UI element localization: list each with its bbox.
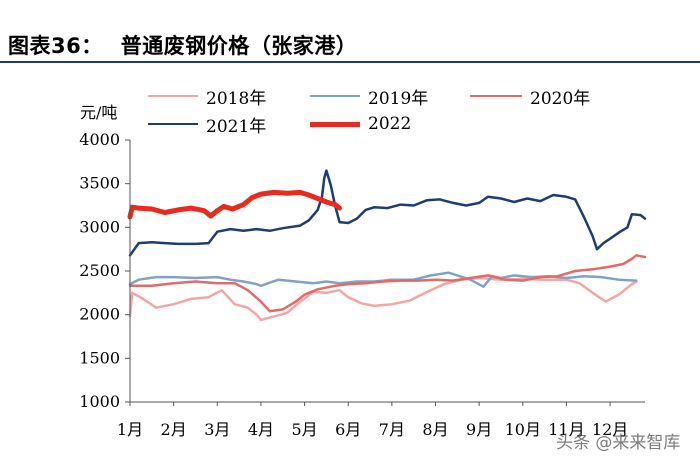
legend-label-2021: 2021年 xyxy=(206,116,267,137)
y-tick-label: 2500 xyxy=(79,261,120,280)
x-tick-label: 2月 xyxy=(161,420,187,439)
x-tick-label: 11月 xyxy=(548,420,584,439)
legend-item-2019: 2019年 xyxy=(310,86,429,109)
legend-item-2022: 2022 xyxy=(310,114,411,134)
legend-item-2020: 2020年 xyxy=(470,86,591,109)
legend-label-2022: 2022 xyxy=(368,114,412,134)
legend-label-2020: 2020年 xyxy=(530,88,591,109)
x-tick-label: 1月 xyxy=(117,420,143,439)
y-tick-label: 3000 xyxy=(79,217,120,236)
series-layer xyxy=(127,169,647,322)
figure-title-text: 普通废钢价格（张家港） xyxy=(120,34,358,58)
y-axis-unit-label: 元/吨 xyxy=(80,103,118,122)
header-rule xyxy=(0,61,700,63)
series-line-2020 xyxy=(128,254,647,313)
legend-swatch-2021 xyxy=(148,122,198,126)
x-tick-label: 10月 xyxy=(505,420,541,439)
legend-swatch-2018 xyxy=(148,94,198,98)
legend-item-2018: 2018年 xyxy=(148,86,267,109)
x-tick-label: 8月 xyxy=(422,420,448,439)
figure-title: 图表36： 普通废钢价格（张家港） xyxy=(8,30,357,60)
figure-number: 图表36： xyxy=(8,34,103,58)
legend-label-2019: 2019年 xyxy=(368,88,429,109)
legend-swatch-2020 xyxy=(470,94,522,98)
legend-swatch-2022 xyxy=(310,121,360,127)
y-tick-label: 4000 xyxy=(79,130,120,149)
x-tick-label: 5月 xyxy=(291,420,317,439)
watermark-text: 头条 @来来智库 xyxy=(556,433,681,453)
x-tick-label: 4月 xyxy=(248,420,274,439)
series-line-2018 xyxy=(128,276,638,322)
series-line-2021 xyxy=(128,169,647,257)
x-tick-label: 9月 xyxy=(466,420,492,439)
legend-item-2021: 2021年 xyxy=(148,114,267,137)
legend-label-2018: 2018年 xyxy=(206,88,267,109)
x-tick-label: 6月 xyxy=(335,420,361,439)
series-line-2022 xyxy=(127,189,342,220)
x-tick-layer: 1月 2月 3月 4月 5月 6月 7月 8月 9月 10月 11月 12月 xyxy=(117,402,628,439)
x-tick-label: 7月 xyxy=(379,420,405,439)
y-tick-label: 1000 xyxy=(79,392,120,411)
legend-swatch-2019 xyxy=(310,94,360,98)
y-tick-label: 2000 xyxy=(79,305,120,324)
y-tick-label: 1500 xyxy=(79,348,120,367)
x-tick-label: 3月 xyxy=(204,420,230,439)
y-tick-label: 3500 xyxy=(79,174,120,193)
x-tick-label: 12月 xyxy=(592,420,628,439)
y-tick-layer: 1000 1500 2000 2500 3000 3500 4000 xyxy=(79,130,130,411)
